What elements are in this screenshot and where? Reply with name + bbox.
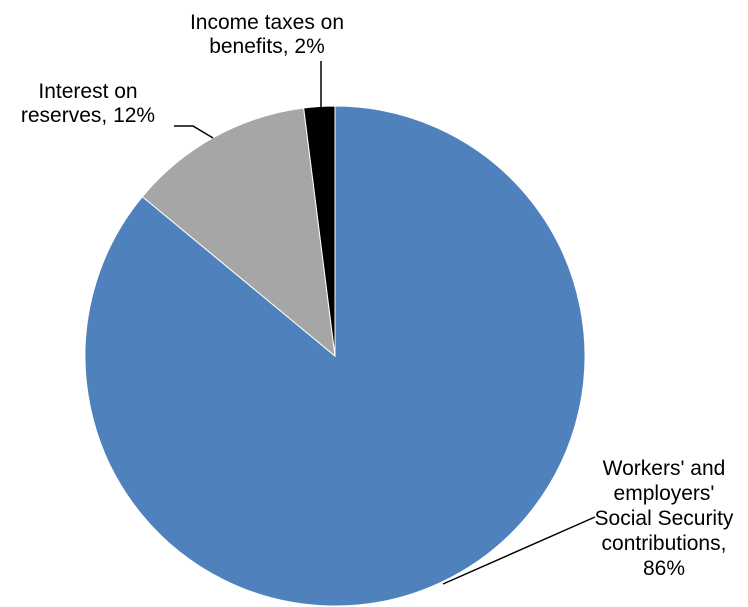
slices-layer	[85, 106, 585, 606]
slice-label-line: reserves, 12%	[21, 104, 155, 127]
leader-line-interest	[174, 126, 213, 138]
slice-label-contributions: Workers' and employers' Social Security con…	[595, 457, 734, 580]
slice-label-line: employers'	[614, 482, 715, 505]
slice-label-income-taxes: Income taxes on benefits, 2%	[190, 11, 344, 58]
slice-label-line: Interest on	[38, 80, 137, 103]
slice-label-interest: Interest on reserves, 12%	[21, 80, 155, 127]
slice-label-line: Workers' and	[603, 457, 726, 480]
slice-label-line: contributions,	[602, 532, 727, 555]
slice-label-line: 86%	[643, 557, 685, 580]
slice-label-line: Income taxes on	[190, 11, 344, 34]
slice-label-line: benefits, 2%	[209, 35, 325, 58]
slice-label-line: Social Security	[595, 507, 734, 530]
